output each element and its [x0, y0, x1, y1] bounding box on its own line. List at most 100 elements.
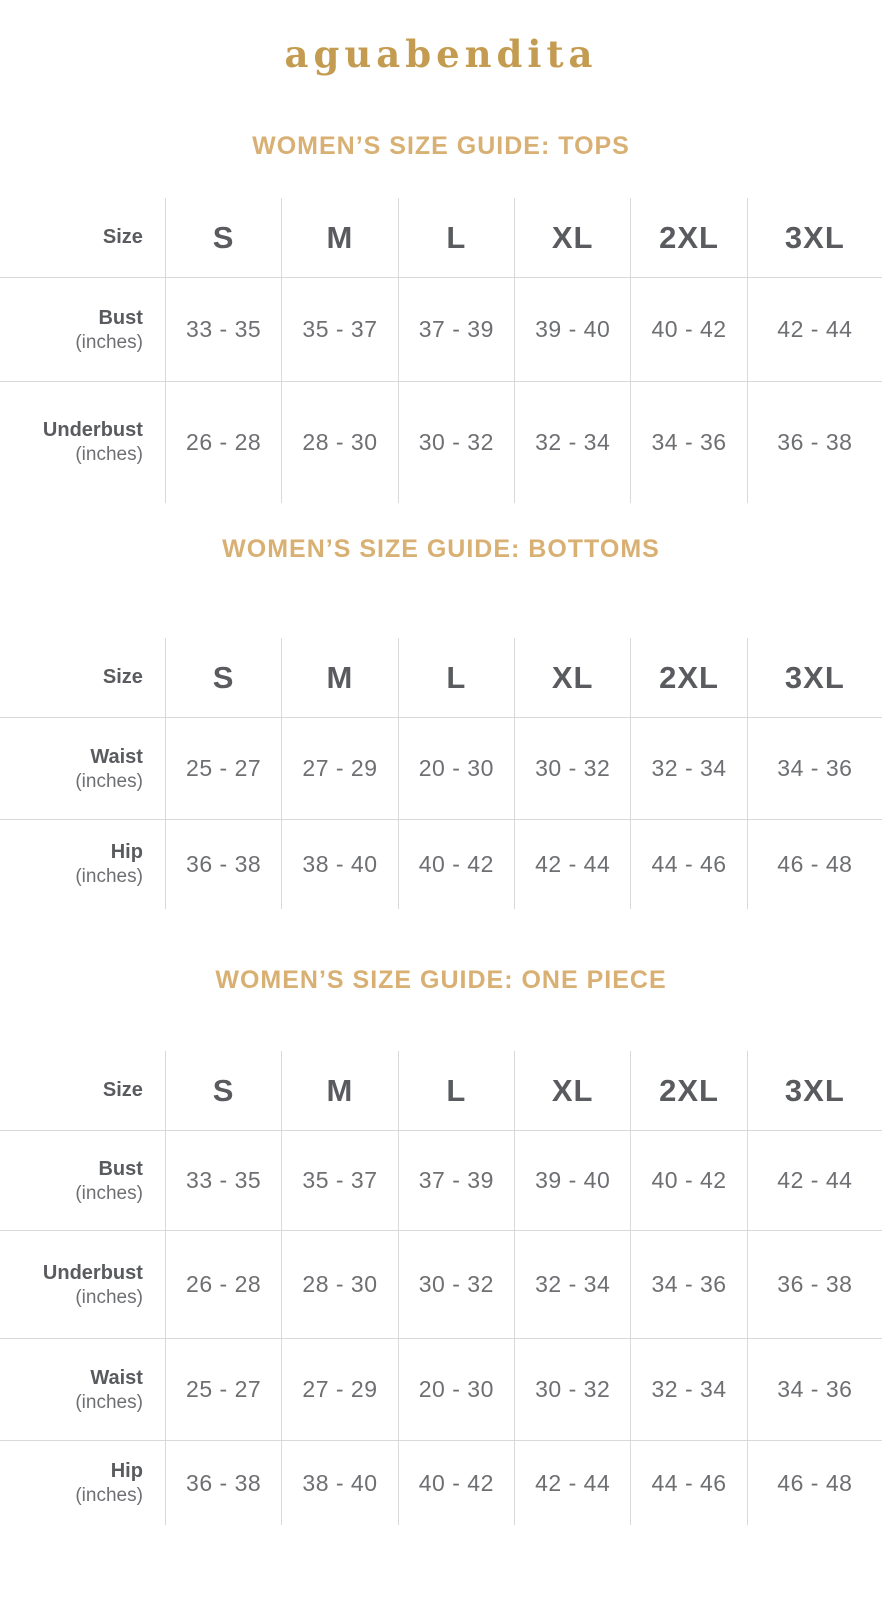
- size-header-row: Size S M L XL 2XL 3XL: [0, 637, 882, 718]
- measurement-value: 32 - 34: [513, 381, 631, 503]
- size-table: Size S M L XL 2XL 3XL Bust (inches) 33 - 35 35 - …: [0, 1050, 882, 1525]
- measurement-name: Underbust: [42, 1261, 143, 1284]
- row-label-bust: Bust (inches): [0, 1130, 166, 1231]
- measurement-unit: (inches): [75, 1391, 143, 1413]
- size-header-2xl: 2XL: [630, 197, 748, 278]
- measurement-name: Underbust: [42, 419, 143, 442]
- size-header-xl: XL: [513, 197, 631, 278]
- measurement-row: Underbust (inches) 26 - 28 28 - 30 30 - 32 32…: [0, 1230, 882, 1339]
- measurement-value: 44 - 46: [630, 819, 748, 909]
- measurement-value: 35 - 37: [281, 1130, 399, 1231]
- size-header-3xl: 3XL: [746, 197, 882, 278]
- measurement-unit: (inches): [75, 444, 143, 466]
- row-label-underbust: Underbust (inches): [0, 1230, 166, 1339]
- size-header-l: L: [397, 197, 515, 278]
- measurement-value: 34 - 36: [746, 717, 882, 820]
- measurement-value: 33 - 35: [164, 1130, 282, 1231]
- row-label-waist: Waist (inches): [0, 717, 166, 820]
- measurement-value: 37 - 39: [397, 277, 515, 382]
- measurement-value: 32 - 34: [630, 1338, 748, 1441]
- size-table: Size S M L XL 2XL 3XL Waist (inches) 25 - 27 27 -…: [0, 637, 882, 909]
- measurement-unit: (inches): [75, 770, 143, 792]
- section-heading: WOMEN’S SIZE GUIDE: BOTTOMS: [222, 534, 660, 563]
- measurement-value: 36 - 38: [164, 819, 282, 909]
- row-label-waist: Waist (inches): [0, 1338, 166, 1441]
- measurement-unit: (inches): [75, 866, 143, 888]
- measurement-value: 20 - 30: [397, 717, 515, 820]
- measurement-row: Waist (inches) 25 - 27 27 - 29 20 - 30 30 - 3…: [0, 1338, 882, 1441]
- measurement-value: 36 - 38: [746, 1230, 882, 1339]
- measurement-value: 44 - 46: [630, 1440, 748, 1525]
- size-header-3xl: 3XL: [746, 637, 882, 718]
- measurement-value: 46 - 48: [746, 1440, 882, 1525]
- section-heading: WOMEN’S SIZE GUIDE: ONE PIECE: [215, 965, 667, 994]
- size-column-label: Size: [102, 666, 143, 689]
- size-guide-sections: WOMEN’S SIZE GUIDE: TOPS Size S M L XL 2XL 3XL…: [0, 132, 882, 1525]
- measurement-value: 35 - 37: [281, 277, 399, 382]
- measurement-value: 27 - 29: [281, 717, 399, 820]
- measurement-value: 36 - 38: [164, 1440, 282, 1525]
- measurement-value: 37 - 39: [397, 1130, 515, 1231]
- measurement-value: 34 - 36: [630, 1230, 748, 1339]
- measurement-row: Underbust (inches) 26 - 28 28 - 30 30 - 32 32…: [0, 381, 882, 503]
- measurement-value: 42 - 44: [746, 277, 882, 382]
- measurement-name: Bust: [98, 306, 143, 329]
- measurement-value: 25 - 27: [164, 717, 282, 820]
- size-header-2xl: 2XL: [630, 1050, 748, 1131]
- measurement-value: 38 - 40: [281, 1440, 399, 1525]
- measurement-value: 32 - 34: [513, 1230, 631, 1339]
- size-guide-section: WOMEN’S SIZE GUIDE: TOPS Size S M L XL 2XL 3XL…: [0, 132, 882, 503]
- measurement-unit: (inches): [75, 1286, 143, 1308]
- measurement-row: Hip (inches) 36 - 38 38 - 40 40 - 42 42 - 44 4…: [0, 819, 882, 909]
- size-header-s: S: [164, 1050, 282, 1131]
- measurement-value: 36 - 38: [746, 381, 882, 503]
- size-header-xl: XL: [513, 1050, 631, 1131]
- row-label-hip: Hip (inches): [0, 1440, 166, 1525]
- row-label-bust: Bust (inches): [0, 277, 166, 382]
- measurement-value: 42 - 44: [746, 1130, 882, 1231]
- measurement-name: Waist: [90, 745, 143, 768]
- measurement-value: 27 - 29: [281, 1338, 399, 1441]
- measurement-value: 25 - 27: [164, 1338, 282, 1441]
- measurement-value: 40 - 42: [397, 819, 515, 909]
- size-header-s: S: [164, 637, 282, 718]
- section-heading: WOMEN’S SIZE GUIDE: TOPS: [252, 131, 630, 160]
- measurement-value: 42 - 44: [513, 1440, 631, 1525]
- measurement-row: Waist (inches) 25 - 27 27 - 29 20 - 30 30 - 3…: [0, 717, 882, 820]
- measurement-value: 38 - 40: [281, 819, 399, 909]
- measurement-value: 39 - 40: [513, 1130, 631, 1231]
- size-header-row: Size S M L XL 2XL 3XL: [0, 1050, 882, 1131]
- size-header-m: M: [281, 637, 399, 718]
- measurement-name: Waist: [90, 1366, 143, 1389]
- size-header-3xl: 3XL: [746, 1050, 882, 1131]
- measurement-value: 33 - 35: [164, 277, 282, 382]
- measurement-value: 40 - 42: [630, 277, 748, 382]
- measurement-value: 42 - 44: [513, 819, 631, 909]
- measurement-name: Hip: [110, 841, 143, 864]
- measurement-unit: (inches): [75, 1182, 143, 1204]
- size-header-row: Size S M L XL 2XL 3XL: [0, 197, 882, 278]
- row-label-underbust: Underbust (inches): [0, 381, 166, 503]
- measurement-value: 40 - 42: [397, 1440, 515, 1525]
- size-column-label: Size: [102, 226, 143, 249]
- size-header-s: S: [164, 197, 282, 278]
- size-header-l: L: [397, 637, 515, 718]
- measurement-value: 40 - 42: [630, 1130, 748, 1231]
- row-label-hip: Hip (inches): [0, 819, 166, 909]
- measurement-value: 46 - 48: [746, 819, 882, 909]
- measurement-value: 26 - 28: [164, 1230, 282, 1339]
- size-table: Size S M L XL 2XL 3XL Bust (inches) 33 - 35 35 - …: [0, 197, 882, 503]
- measurement-value: 32 - 34: [630, 717, 748, 820]
- measurement-value: 26 - 28: [164, 381, 282, 503]
- size-header-2xl: 2XL: [630, 637, 748, 718]
- size-header-m: M: [281, 197, 399, 278]
- size-header-xl: XL: [513, 637, 631, 718]
- size-guide-section: WOMEN’S SIZE GUIDE: BOTTOMS Size S M L XL 2XL…: [0, 535, 882, 909]
- measurement-value: 20 - 30: [397, 1338, 515, 1441]
- size-column-label: Size: [102, 1079, 143, 1102]
- measurement-value: 34 - 36: [746, 1338, 882, 1441]
- measurement-row: Bust (inches) 33 - 35 35 - 37 37 - 39 39 - 40…: [0, 1130, 882, 1231]
- measurement-name: Hip: [110, 1459, 143, 1482]
- measurement-row: Hip (inches) 36 - 38 38 - 40 40 - 42 42 - 44 4…: [0, 1440, 882, 1525]
